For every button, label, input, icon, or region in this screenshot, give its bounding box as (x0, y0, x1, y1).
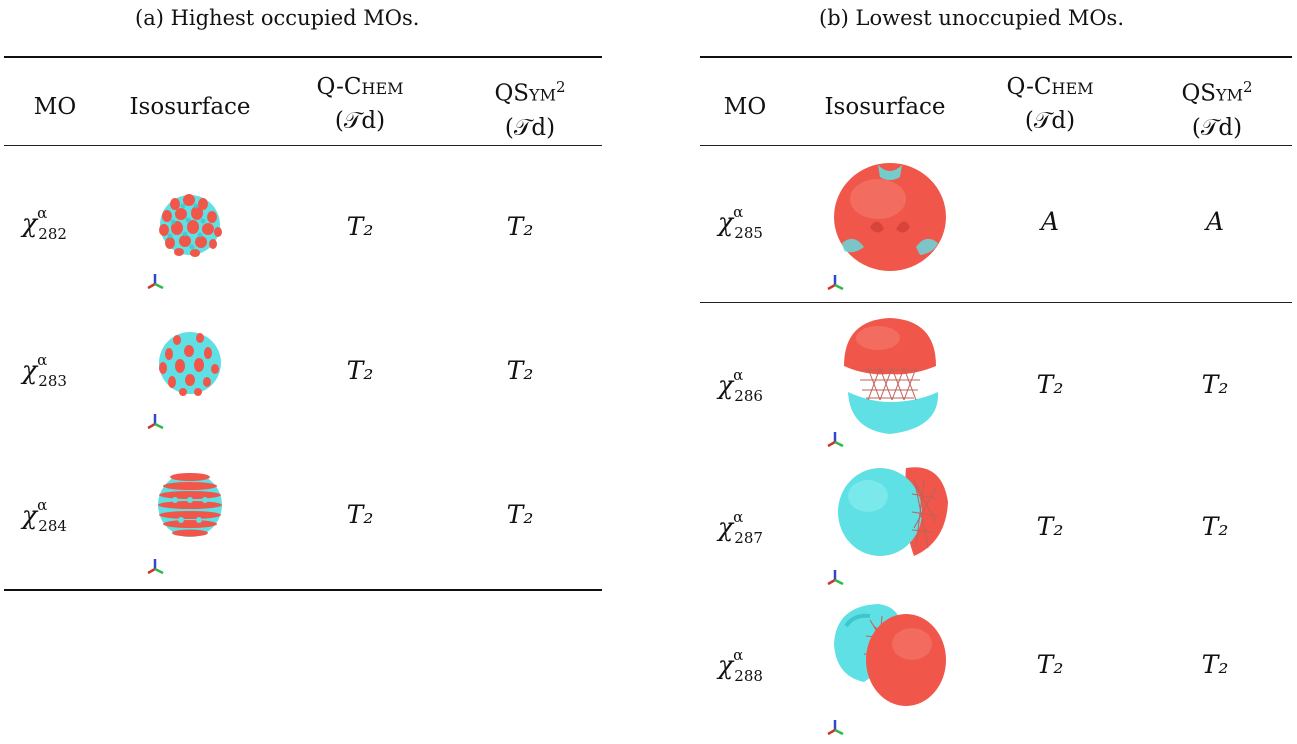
caption-b: (b) Lowest unoccupied MOs. (819, 6, 1124, 30)
qsym-288: T₂ (1160, 650, 1270, 679)
caption-a: (a) Highest occupied MOs. (135, 6, 419, 30)
qchem-284: T₂ (305, 500, 415, 529)
mo-label-286: χα286 (718, 370, 772, 403)
qchem-283: T₂ (305, 356, 415, 385)
top-rule-a (4, 56, 602, 58)
row-rule-b (700, 302, 1292, 303)
header-isosurface-b: Isosurface (805, 90, 965, 124)
axes-icon (148, 559, 163, 573)
axes-icon (148, 414, 163, 428)
isosurface-286 (820, 310, 960, 452)
header-mo-a: MO (20, 90, 90, 124)
header-qchem-b: Q-Chem (𝒯d) (975, 70, 1125, 138)
qsym-282: T₂ (465, 212, 575, 241)
axes-icon (828, 720, 843, 734)
header-qchem-name: Q-Chem (975, 70, 1125, 104)
mo-label-287: χα287 (718, 512, 772, 545)
header-qsym-b: QSym2 (𝒯d) (1142, 70, 1292, 145)
axes-icon (148, 274, 163, 288)
mo-label-288: χα288 (718, 650, 772, 683)
axes-icon (828, 432, 843, 446)
header-qchem-group: (𝒯d) (285, 104, 435, 138)
axes-icon (828, 275, 843, 289)
qsym-285: A (1160, 207, 1270, 236)
qsym-283: T₂ (465, 356, 575, 385)
mid-rule-b (700, 145, 1292, 146)
qchem-286: T₂ (995, 370, 1105, 399)
mo-label-282: χα282 (22, 208, 76, 241)
mo-label-285: χα285 (718, 207, 772, 240)
header-qsym-group: (𝒯d) (1142, 111, 1292, 145)
qsym-287: T₂ (1160, 512, 1270, 541)
isosurface-285 (820, 155, 960, 295)
qchem-287: T₂ (995, 512, 1105, 541)
qchem-285: A (995, 207, 1105, 236)
axes-icon (828, 570, 843, 584)
header-isosurface-a: Isosurface (110, 90, 270, 124)
qchem-288: T₂ (995, 650, 1105, 679)
header-qsym-group: (𝒯d) (455, 111, 605, 145)
mid-rule-a (4, 145, 602, 146)
header-qchem-group: (𝒯d) (975, 104, 1125, 138)
qsym-284: T₂ (465, 500, 575, 529)
header-qchem-name: Q-Chem (285, 70, 435, 104)
isosurface-282 (145, 182, 255, 292)
mo-label-284: χα284 (22, 500, 76, 533)
qchem-282: T₂ (305, 212, 415, 241)
bottom-rule-a (4, 589, 602, 591)
isosurface-284 (145, 458, 255, 578)
header-qchem-a: Q-Chem (𝒯d) (285, 70, 435, 138)
header-mo-b: MO (710, 90, 780, 124)
header-qsym-a: QSym2 (𝒯d) (455, 70, 605, 145)
header-qsym-sup: 2 (556, 78, 566, 96)
mo-label-283: χα283 (22, 355, 76, 388)
qsym-286: T₂ (1160, 370, 1270, 399)
isosurface-287 (820, 458, 960, 590)
header-qsym-name: QSym (494, 81, 556, 107)
isosurface-283 (145, 318, 255, 433)
top-rule-b (700, 56, 1292, 58)
header-qsym-sup: 2 (1243, 78, 1253, 96)
isosurface-288 (820, 596, 960, 740)
header-qsym-name: QSym (1181, 81, 1243, 107)
